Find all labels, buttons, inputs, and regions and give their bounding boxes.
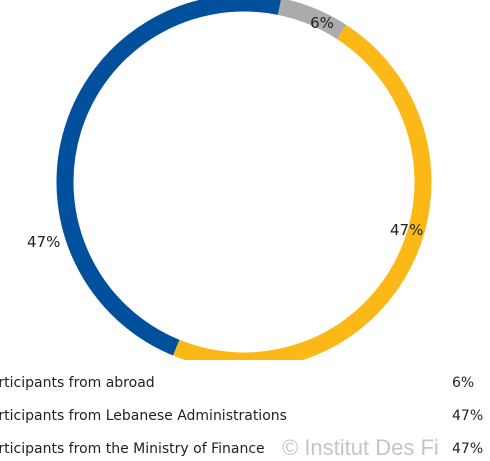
legend-item-value: 6% <box>452 375 475 391</box>
legend-item-value: 47% <box>452 441 484 457</box>
slice-data-label: 47% <box>27 233 60 251</box>
donut-slice <box>172 24 432 360</box>
legend-item: Participants from abroad 6% <box>0 372 490 394</box>
slice-data-label: 6% <box>310 14 334 32</box>
donut-slice <box>277 0 347 40</box>
legend-item-value: 47% <box>452 408 484 424</box>
watermark: © Institut Des Fi <box>282 435 439 460</box>
legend-item-label: Participants from Lebanese Administratio… <box>0 408 287 424</box>
legend-item: Participants from Lebanese Administratio… <box>0 405 490 427</box>
slice-data-label: 47% <box>390 221 423 239</box>
legend-item-label: Participants from abroad <box>0 375 155 391</box>
donut-chart: 6% 47% 47% <box>27 0 432 360</box>
legend-item: Participants from the Ministry of Financ… <box>0 438 490 460</box>
donut-slice <box>56 0 281 356</box>
legend-item-label: Participants from the Ministry of Financ… <box>0 441 265 457</box>
